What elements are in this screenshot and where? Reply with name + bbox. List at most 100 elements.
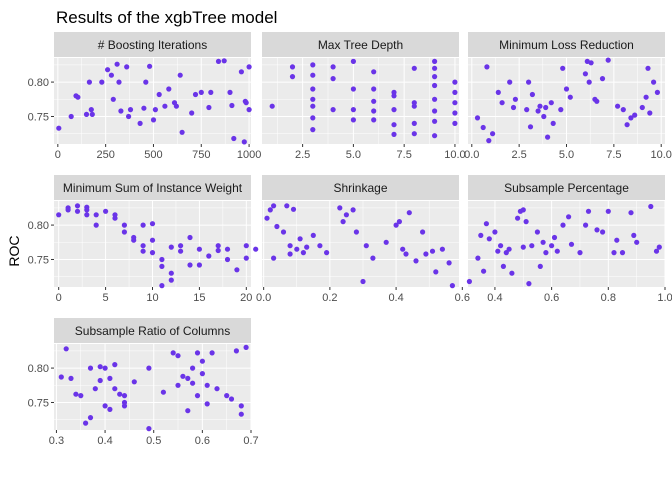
data-point [614,237,620,243]
data-point [102,365,108,371]
data-point [289,64,296,70]
data-point [243,344,249,350]
data-point [624,122,630,128]
x-tick-label: 5 [103,292,109,304]
data-point [363,243,369,249]
data-point [74,203,81,209]
x-tick-label: 0.0 [256,292,271,304]
data-point [523,219,529,225]
data-point [310,127,316,133]
data-point [190,365,196,371]
data-point [507,79,513,85]
data-point [290,206,297,212]
facet-panel: Minimum Sum of Instance Weight 0 5 10 15 20 0.… [28,175,259,304]
data-point [204,382,210,388]
data-point [527,124,534,130]
data-point [224,256,231,263]
data-point [86,79,92,85]
data-point [360,278,366,285]
data-point [500,263,506,269]
data-point [545,134,551,140]
data-point [124,64,130,70]
data-point [74,208,81,214]
data-point [238,411,244,417]
data-point [512,96,519,102]
data-point [643,94,649,100]
x-tick-label: 15 [193,292,205,304]
data-point [452,100,458,106]
data-point [605,57,611,63]
data-point [628,115,634,121]
data-point [350,107,356,113]
data-point [478,232,484,238]
data-point [651,79,657,85]
facet-strip [54,318,251,343]
data-point [371,69,377,75]
y-axis-title: ROC [6,235,22,266]
data-point [446,260,452,266]
data-point [619,250,626,256]
panel-background [54,58,251,144]
data-point [121,403,128,409]
data-point [114,61,120,67]
facet-panel: Subsample Percentage 0.4 0.6 0.8 1.0 [466,175,672,304]
data-point [391,131,397,137]
data-point [175,353,181,359]
data-point [234,267,240,273]
x-tick-label: 0.2 [322,292,337,304]
data-point [241,139,247,145]
data-point [350,58,356,64]
data-point [520,207,526,213]
data-point [406,210,412,216]
data-point [413,258,419,264]
data-point [199,371,205,377]
data-point [140,248,146,254]
data-point [411,131,417,137]
data-point [187,262,193,268]
data-point [178,248,184,254]
data-point [432,108,438,114]
data-point [310,96,316,102]
data-point [615,103,621,109]
data-point [199,358,205,364]
data-point [371,86,377,92]
data-point [350,86,356,92]
data-point [510,104,517,111]
data-point [310,72,316,78]
data-point [68,375,74,381]
data-point [403,251,409,257]
facet-strip [468,175,665,200]
data-point [264,215,270,221]
data-point [231,135,237,142]
data-point [179,129,185,135]
data-point [474,115,481,121]
data-point [495,248,501,254]
data-point [524,107,530,113]
panel-background [54,344,251,430]
data-point [371,98,377,104]
data-point [84,204,90,210]
data-point [567,94,573,100]
data-point [599,76,606,82]
data-point [297,236,303,242]
data-point [483,221,489,227]
y-tick-label: 0.75 [28,254,49,266]
data-point [150,117,157,123]
data-point [92,386,98,392]
x-tick-label: 0.6 [195,435,210,447]
data-point [159,256,165,263]
data-point [102,403,108,409]
x-tick-label: 1.0 [657,292,672,304]
data-point [93,212,99,218]
data-point [253,246,259,252]
data-point [340,219,346,225]
data-point [534,229,541,235]
data-point [634,239,640,245]
data-point [108,72,114,78]
facet-strip-label: Minimum Loss Reduction [499,38,634,52]
data-point [75,94,81,100]
data-point [112,362,118,368]
facet-strip-label: Max Tree Depth [318,38,403,52]
data-point [68,113,74,120]
data-point [221,58,227,64]
